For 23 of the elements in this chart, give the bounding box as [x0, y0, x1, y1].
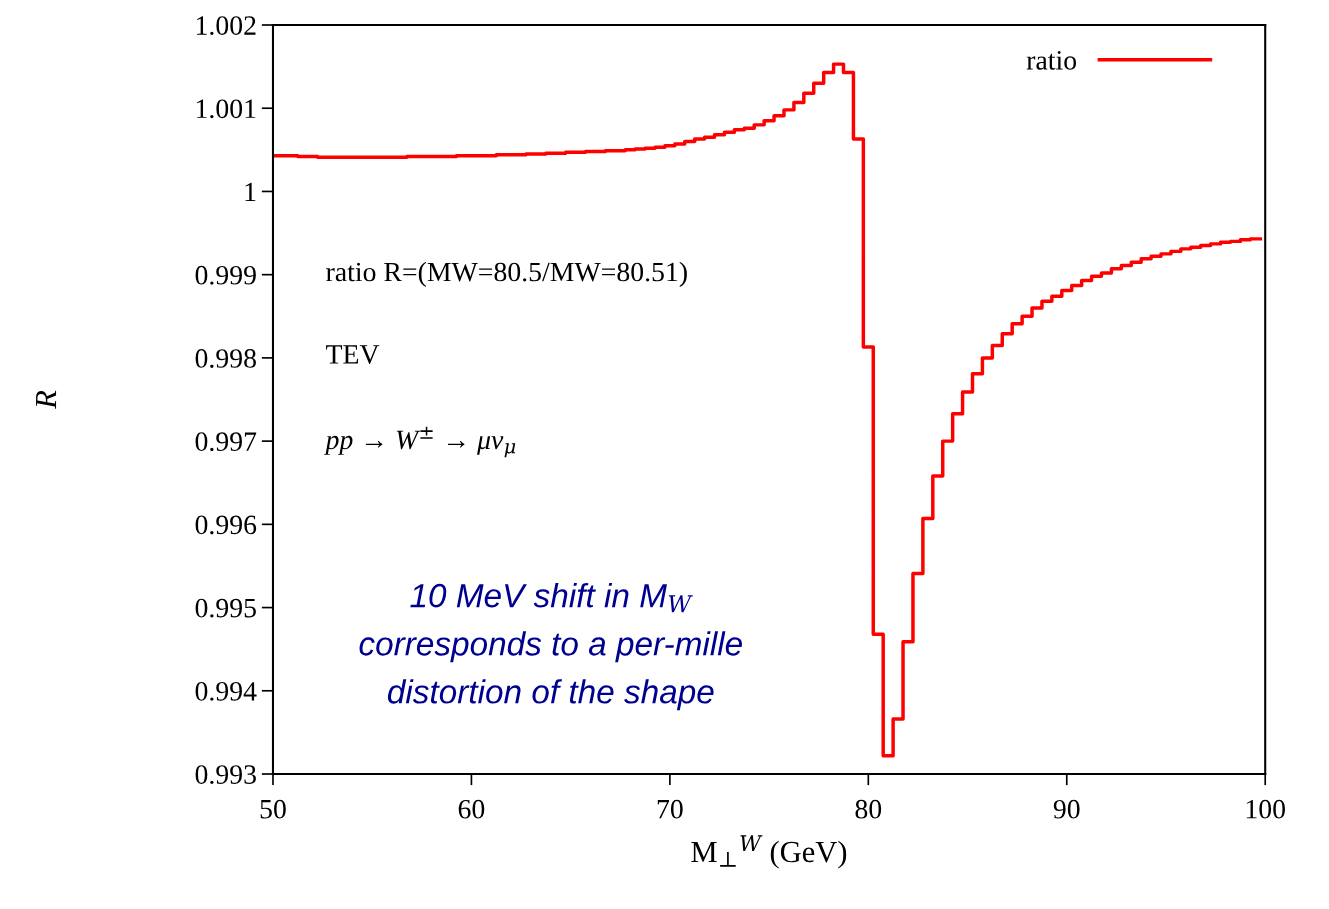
y-tick-label: 0.995: [195, 598, 256, 618]
x-axis-title: M$_{⊥}$$^{W}$ (GeV): [691, 835, 847, 869]
x-tick-label: 50: [260, 799, 286, 819]
annotation: 10 MeV shift in M$_{W}$ corresponds to a per-mille distortion of the shape: [359, 582, 742, 711]
y-tick-label: 1.002: [196, 16, 256, 36]
annotation: pp → W$^{±}$ → μν$_{μ}$: [323, 426, 516, 458]
y-tick-label: 0.998: [195, 349, 256, 368]
x-tick-label: 100: [1246, 799, 1285, 819]
y-tick-label: 1: [245, 182, 256, 202]
y-axis-title: R: [36, 390, 57, 409]
annotation: ratio R=(MW=80.5/MW=80.51): [326, 261, 687, 288]
x-tick-label: 90: [1053, 799, 1080, 819]
annotation: TEV: [326, 345, 380, 364]
y-tick-label: 0.999: [195, 265, 256, 285]
y-tick-label: 0.994: [195, 681, 257, 701]
y-tick-label: 0.993: [195, 765, 256, 785]
y-tick-label: 1.001: [196, 99, 256, 119]
y-tick-label: 0.996: [195, 515, 257, 535]
x-tick-label: 70: [657, 799, 683, 819]
x-tick-label: 80: [855, 799, 882, 819]
legend-label: ratio: [1026, 51, 1077, 70]
x-tick-label: 60: [458, 799, 485, 819]
y-tick-label: 0.997: [195, 432, 257, 452]
